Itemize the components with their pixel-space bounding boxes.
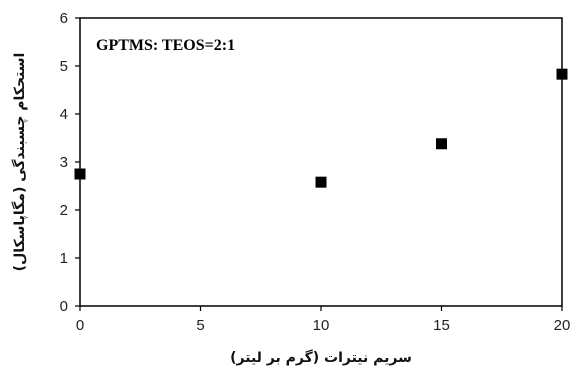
- data-point: [74, 168, 86, 180]
- x-tick-label: 5: [196, 317, 204, 334]
- x-axis-ticks: 0 5 10 15 20: [76, 306, 571, 334]
- y-tick-label: 6: [60, 10, 68, 27]
- y-axis-title: استحکام چسبندگی (مگاپاسکال): [11, 53, 28, 272]
- y-tick-label: 3: [60, 154, 68, 171]
- x-axis-title: سریم نیترات (گرم بر لیتر): [230, 349, 412, 366]
- x-tick-label: 20: [554, 317, 571, 334]
- x-tick-label: 0: [76, 317, 84, 334]
- y-axis-ticks: 0 1 2 3 4 5 6: [60, 10, 80, 315]
- data-points: [74, 68, 568, 188]
- data-point: [556, 68, 568, 80]
- y-tick-label: 0: [60, 298, 68, 315]
- y-tick-label: 1: [60, 250, 68, 267]
- x-tick-label: 15: [433, 317, 450, 334]
- y-tick-label: 5: [60, 58, 68, 75]
- y-tick-label: 2: [60, 202, 68, 219]
- x-tick-label: 10: [313, 317, 330, 334]
- data-point: [315, 176, 327, 188]
- y-tick-label: 4: [60, 106, 68, 123]
- plot-frame: [79, 17, 563, 307]
- chart-annotation: GPTMS: TEOS=2:1: [96, 37, 235, 54]
- data-point: [436, 138, 447, 150]
